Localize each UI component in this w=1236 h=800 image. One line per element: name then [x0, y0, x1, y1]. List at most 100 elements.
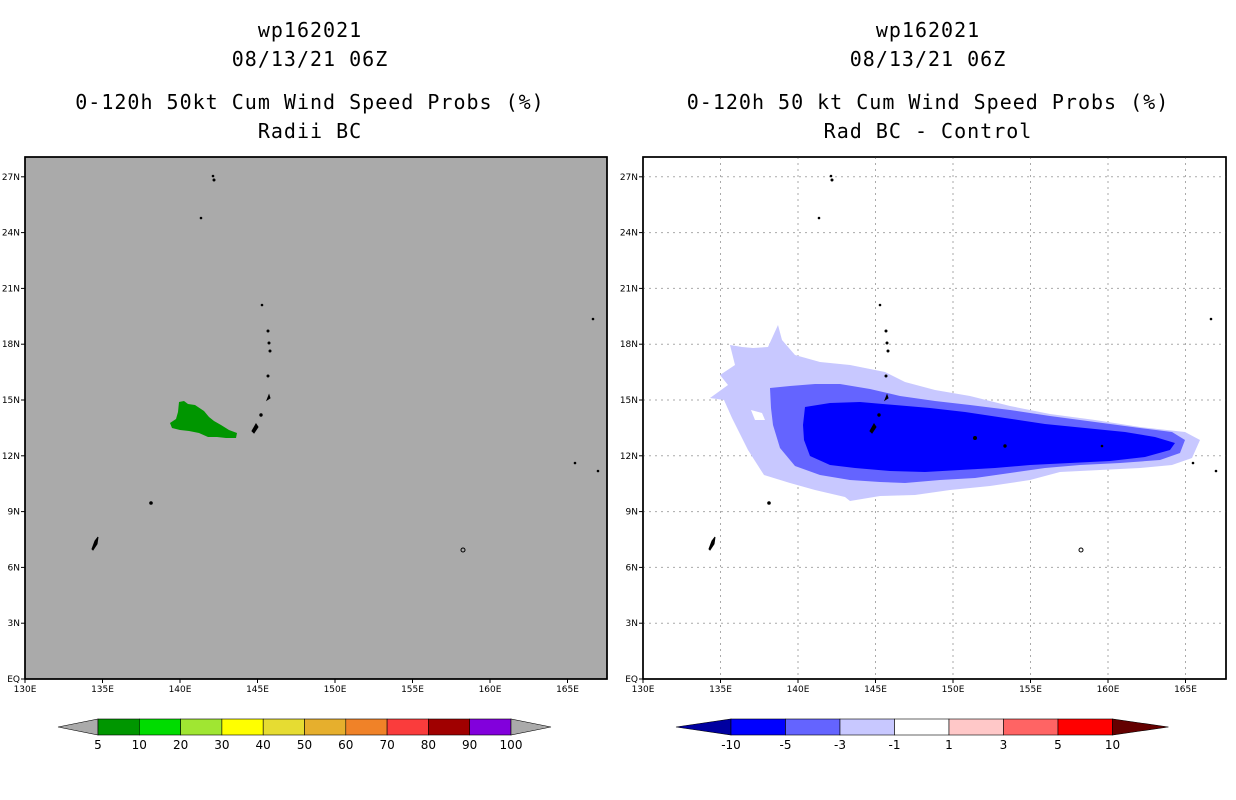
- island-rota: [259, 413, 263, 417]
- lat-label: 15N: [620, 396, 638, 406]
- island-saipan-r: [883, 393, 889, 402]
- diff-area-minus5: [803, 402, 1175, 472]
- right-islands: [708, 174, 1218, 553]
- left-map-background: [24, 156, 608, 680]
- left-colorbar-label: 100: [500, 738, 523, 752]
- left-datetime: 08/13/21 06Z: [231, 47, 389, 71]
- island-agrihan-r: [885, 341, 889, 345]
- lon-label: 165E: [556, 685, 579, 695]
- island-yap-r: [767, 501, 771, 505]
- left-colorbar-swatch: [304, 718, 347, 736]
- island-marshall-a: [573, 461, 577, 465]
- left-colorbar-label: 80: [421, 738, 436, 752]
- lon-label: 155E: [401, 685, 424, 695]
- lon-label: 160E: [1097, 685, 1120, 695]
- right-product-title: 0-120h 50 kt Cum Wind Speed Probs (%): [686, 90, 1170, 114]
- island-chuuk-a: [973, 436, 977, 440]
- left-probability-area: [170, 401, 237, 438]
- lat-label: 9N: [626, 508, 638, 518]
- island-guam: [251, 423, 259, 434]
- lat-label: 6N: [626, 563, 638, 573]
- island-yap: [149, 501, 153, 505]
- left-colorbar-low-triangle: [57, 718, 99, 736]
- right-colorbar: -10 -5 -3 -1 1 3 5 10: [675, 718, 1169, 752]
- right-storm-id: wp162021: [875, 18, 981, 42]
- lon-label: 155E: [1019, 685, 1042, 695]
- right-colorbar-swatch: [894, 718, 950, 736]
- island-wake: [591, 317, 595, 321]
- island-rota-r: [877, 413, 881, 417]
- left-colorbar-swatch: [97, 718, 140, 736]
- left-colorbar-label: 70: [379, 738, 394, 752]
- right-map-frame: [642, 156, 1227, 680]
- left-subtitle: Radii BC: [257, 119, 363, 143]
- right-colorbar-swatch: [730, 718, 786, 736]
- right-colorbar-swatch: [1057, 718, 1113, 736]
- lat-label: 21N: [620, 284, 638, 294]
- island-kita-iwo-r: [829, 174, 833, 178]
- left-colorbar-label: 5: [94, 738, 102, 752]
- left-storm-id: wp162021: [257, 18, 363, 42]
- lon-label: 130E: [14, 685, 37, 695]
- right-lon-ticks: 130E 135E 140E 145E 150E 155E 160E 165E: [632, 679, 1197, 695]
- lon-label: 150E: [942, 685, 965, 695]
- left-colorbar-label: 30: [214, 738, 229, 752]
- island-marshall-b: [596, 469, 600, 473]
- lat-label: EQ: [625, 675, 638, 685]
- lon-label: 165E: [1174, 685, 1197, 695]
- right-colorbar-label: -1: [889, 738, 901, 752]
- left-islands: [91, 174, 600, 553]
- right-colorbar-label: 10: [1105, 738, 1120, 752]
- left-colorbar-label: 10: [132, 738, 147, 752]
- left-colorbar-label: 20: [173, 738, 188, 752]
- left-colorbar-swatch: [262, 718, 305, 736]
- lat-label: 24N: [2, 229, 20, 239]
- lat-label: 12N: [620, 452, 638, 462]
- left-colorbar-swatch: [345, 718, 388, 736]
- lon-label: 160E: [479, 685, 502, 695]
- island-minami-tori: [199, 216, 203, 220]
- right-datetime: 08/13/21 06Z: [849, 47, 1007, 71]
- left-colorbar-label: 40: [256, 738, 271, 752]
- island-saipan: [265, 393, 271, 402]
- left-colorbar-swatch: [386, 718, 429, 736]
- left-colorbar-label: 60: [338, 738, 353, 752]
- lon-label: 135E: [709, 685, 732, 695]
- island-iwo-jima-r: [830, 178, 834, 182]
- right-colorbar-swatch: [785, 718, 841, 736]
- left-colorbar-swatch: [180, 718, 223, 736]
- right-colorbar-low-triangle: [675, 718, 732, 736]
- right-panel-title: wp162021 08/13/21 06Z 0-120h 50 kt Cum W…: [628, 16, 1228, 146]
- right-colorbar-label: -3: [834, 738, 846, 752]
- lat-label: 6N: [8, 563, 20, 573]
- lat-label: 3N: [626, 619, 638, 629]
- island-asuncion-r: [884, 329, 888, 333]
- lon-label: 130E: [632, 685, 655, 695]
- island-pohnpei: [460, 547, 466, 553]
- lon-label: 140E: [169, 685, 192, 695]
- island-wake-r: [1209, 317, 1213, 321]
- left-lon-ticks: 130E 135E 140E 145E 150E 155E 160E 165E: [14, 679, 579, 695]
- left-product-title: 0-120h 50kt Cum Wind Speed Probs (%): [75, 90, 545, 114]
- right-colorbar-high-triangle: [1112, 718, 1169, 736]
- right-lat-ticks: EQ 3N 6N 9N 12N 15N 18N 21N 24N 27N: [620, 173, 643, 685]
- lat-label: 27N: [620, 173, 638, 183]
- right-colorbar-swatch: [1003, 718, 1059, 736]
- lat-label: 27N: [2, 173, 20, 183]
- right-colorbar-label: -5: [780, 738, 792, 752]
- left-colorbar-swatch: [139, 718, 181, 736]
- island-pagan: [268, 349, 272, 353]
- right-colorbar-swatch: [948, 718, 1004, 736]
- lat-label: 18N: [2, 340, 20, 350]
- diff-hole: [751, 410, 765, 420]
- island-pagan-r: [886, 349, 890, 353]
- lon-label: 145E: [864, 685, 887, 695]
- left-colorbar-high-triangle: [510, 718, 552, 736]
- island-asuncion: [266, 329, 270, 333]
- lat-label: EQ: [7, 675, 20, 685]
- island-guam-r: [869, 423, 877, 434]
- island-maug-r: [878, 303, 882, 307]
- left-colorbar: 5 10 20 30 40 50 60 70 80 90 100: [57, 718, 552, 752]
